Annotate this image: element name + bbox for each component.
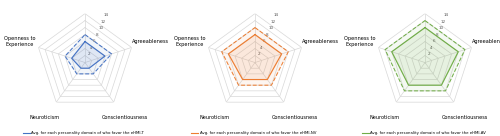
Polygon shape xyxy=(228,35,281,80)
Polygon shape xyxy=(222,28,288,85)
Polygon shape xyxy=(72,42,105,68)
Polygon shape xyxy=(385,21,465,91)
Legend: Avg. for each personality domain of who favor the eHMI-NV, ±Std. for each person: Avg. for each personality domain of who … xyxy=(192,131,318,136)
Legend: Avg. for each personality domain of who favor the eHMI-AV, ±Std. for each person: Avg. for each personality domain of who … xyxy=(362,131,488,136)
Legend: Avg. for each personality domain of who favor the eHMI-T, ±Std. for each persona: Avg. for each personality domain of who … xyxy=(23,131,147,136)
Polygon shape xyxy=(65,35,112,74)
Polygon shape xyxy=(392,28,458,85)
